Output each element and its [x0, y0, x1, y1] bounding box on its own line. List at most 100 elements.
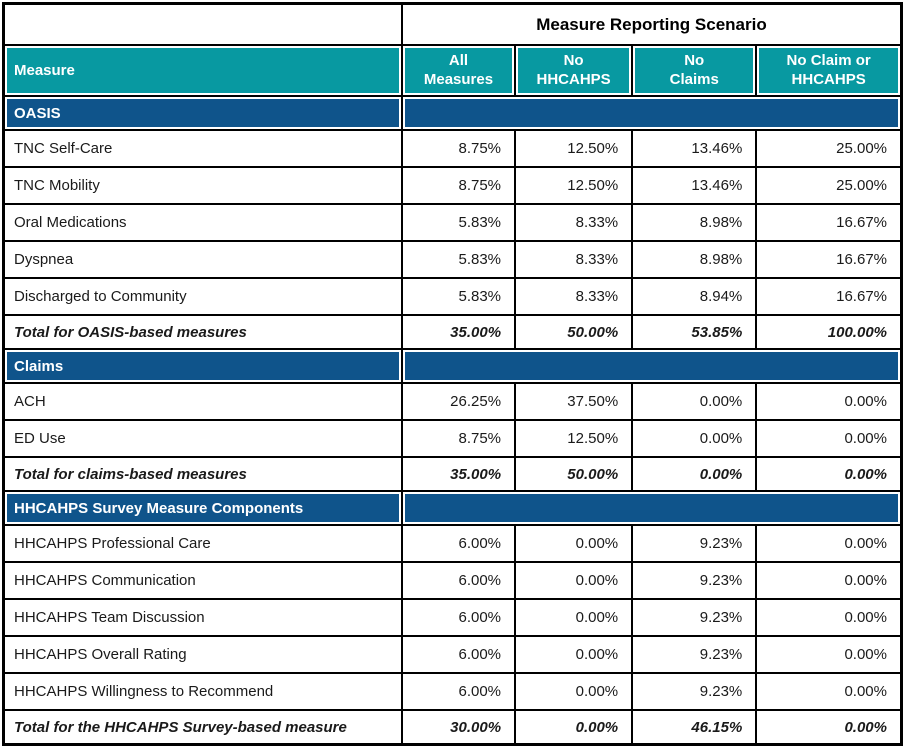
value-cell: 0.00% [514, 561, 634, 600]
section-header-row: HHCAHPS Survey Measure Components [2, 490, 903, 526]
column-header: All Measures [400, 44, 517, 97]
value-cell: 5.83% [400, 240, 517, 279]
value-cell: 25.00% [755, 166, 903, 205]
total-value-cell: 0.00% [755, 709, 903, 746]
value-cell: 6.00% [400, 598, 517, 637]
measure-label-cell: TNC Mobility [2, 166, 403, 205]
section-total-row: Total for claims-based measures 35.00% 50.… [2, 456, 903, 492]
table-row: ACH 26.25% 37.50% 0.00% 0.00% [2, 382, 903, 421]
value-cell: 26.25% [400, 382, 517, 421]
value-cell: 8.75% [400, 129, 517, 168]
value-cell: 13.46% [631, 166, 758, 205]
scenario-title: Measure Reporting Scenario [400, 2, 903, 46]
total-label-cell: Total for OASIS-based measures [2, 314, 403, 350]
column-header-measure: Measure [2, 44, 403, 97]
value-cell: 16.67% [755, 277, 903, 316]
column-header-row: Measure All Measures No HHCAHPS No Claims No… [2, 44, 903, 97]
measure-label-cell: HHCAHPS Communication [2, 561, 403, 600]
table-row: TNC Self-Care 8.75% 12.50% 13.46% 25.00% [2, 129, 903, 168]
value-cell: 0.00% [631, 419, 758, 458]
value-cell: 9.23% [631, 672, 758, 711]
table-row: Dyspnea 5.83% 8.33% 8.98% 16.67% [2, 240, 903, 279]
value-cell: 16.67% [755, 240, 903, 279]
measure-label-cell: TNC Self-Care [2, 129, 403, 168]
section-fill-cell [400, 490, 903, 526]
value-cell: 8.33% [514, 203, 634, 242]
measure-label-cell: Dyspnea [2, 240, 403, 279]
section-total-row: Total for OASIS-based measures 35.00% 50.0… [2, 314, 903, 350]
column-header: No Claims [631, 44, 758, 97]
value-cell: 8.33% [514, 240, 634, 279]
section-header-row: OASIS [2, 95, 903, 131]
table-row: HHCAHPS Professional Care 6.00% 0.00% 9.23%… [2, 524, 903, 563]
value-cell: 0.00% [514, 635, 634, 674]
table-row: HHCAHPS Communication 6.00% 0.00% 9.23% 0.00… [2, 561, 903, 600]
section-title: HHCAHPS Survey Measure Components [2, 490, 403, 526]
table-row: Oral Medications 5.83% 8.33% 8.98% 16.67% [2, 203, 903, 242]
table-row: HHCAHPS Willingness to Recommend 6.00% 0.0… [2, 672, 903, 711]
total-value-cell: 53.85% [631, 314, 758, 350]
value-cell: 8.94% [631, 277, 758, 316]
value-cell: 0.00% [514, 672, 634, 711]
total-label-cell: Total for claims-based measures [2, 456, 403, 492]
measure-label-cell: Oral Medications [2, 203, 403, 242]
measure-label-cell: ED Use [2, 419, 403, 458]
table-row: ED Use 8.75% 12.50% 0.00% 0.00% [2, 419, 903, 458]
value-cell: 12.50% [514, 166, 634, 205]
value-cell: 8.75% [400, 166, 517, 205]
column-header: No Claim or HHCAHPS [755, 44, 903, 97]
total-value-cell: 100.00% [755, 314, 903, 350]
value-cell: 0.00% [755, 561, 903, 600]
total-value-cell: 50.00% [514, 314, 634, 350]
value-cell: 8.98% [631, 240, 758, 279]
measure-label-cell: HHCAHPS Team Discussion [2, 598, 403, 637]
value-cell: 0.00% [631, 382, 758, 421]
measure-label-cell: Discharged to Community [2, 277, 403, 316]
value-cell: 0.00% [755, 419, 903, 458]
value-cell: 6.00% [400, 524, 517, 563]
value-cell: 0.00% [755, 382, 903, 421]
value-cell: 0.00% [514, 598, 634, 637]
value-cell: 25.00% [755, 129, 903, 168]
section-title: OASIS [2, 95, 403, 131]
total-value-cell: 50.00% [514, 456, 634, 492]
value-cell: 16.67% [755, 203, 903, 242]
value-cell: 6.00% [400, 561, 517, 600]
value-cell: 8.75% [400, 419, 517, 458]
value-cell: 8.33% [514, 277, 634, 316]
value-cell: 9.23% [631, 635, 758, 674]
section-fill-cell [400, 95, 903, 131]
value-cell: 12.50% [514, 129, 634, 168]
value-cell: 0.00% [755, 598, 903, 637]
table-row: TNC Mobility 8.75% 12.50% 13.46% 25.00% [2, 166, 903, 205]
value-cell: 5.83% [400, 277, 517, 316]
table-row: Discharged to Community 5.83% 8.33% 8.94% 16… [2, 277, 903, 316]
value-cell: 0.00% [755, 672, 903, 711]
value-cell: 6.00% [400, 672, 517, 711]
total-label-cell: Total for the HHCAHPS Survey-based measu… [2, 709, 403, 746]
section-total-row: Total for the HHCAHPS Survey-based measu… [2, 709, 903, 746]
total-value-cell: 35.00% [400, 456, 517, 492]
value-cell: 0.00% [514, 524, 634, 563]
total-value-cell: 46.15% [631, 709, 758, 746]
section-title: Claims [2, 348, 403, 384]
value-cell: 37.50% [514, 382, 634, 421]
value-cell: 9.23% [631, 524, 758, 563]
value-cell: 5.83% [400, 203, 517, 242]
value-cell: 9.23% [631, 598, 758, 637]
total-value-cell: 0.00% [514, 709, 634, 746]
table-row: HHCAHPS Overall Rating 6.00% 0.00% 9.23% 0.0… [2, 635, 903, 674]
value-cell: 6.00% [400, 635, 517, 674]
value-cell: 9.23% [631, 561, 758, 600]
value-cell: 8.98% [631, 203, 758, 242]
corner-cell [2, 2, 403, 46]
total-value-cell: 30.00% [400, 709, 517, 746]
measure-label-cell: ACH [2, 382, 403, 421]
value-cell: 0.00% [755, 635, 903, 674]
scenario-header-row: Measure Reporting Scenario [2, 2, 903, 46]
section-fill-cell [400, 348, 903, 384]
table-row: HHCAHPS Team Discussion 6.00% 0.00% 9.23% 0.… [2, 598, 903, 637]
column-header: No HHCAHPS [514, 44, 634, 97]
